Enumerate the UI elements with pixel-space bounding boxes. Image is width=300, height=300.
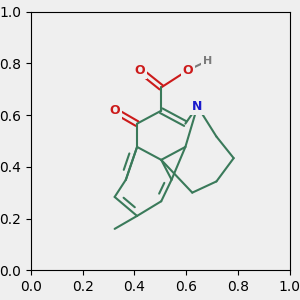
Text: O: O xyxy=(109,104,120,117)
Text: N: N xyxy=(192,100,203,113)
Text: H: H xyxy=(203,56,212,66)
Text: O: O xyxy=(134,64,145,77)
Text: O: O xyxy=(183,64,193,77)
